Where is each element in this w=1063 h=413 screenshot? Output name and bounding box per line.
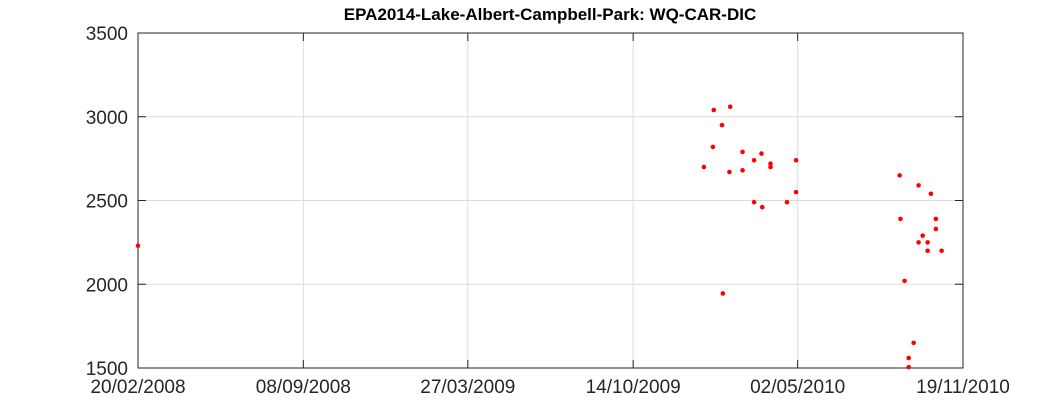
data-point: [916, 240, 921, 245]
y-tick-label: 3000: [86, 108, 128, 129]
data-point: [925, 248, 930, 254]
y-tick-label: 1500: [86, 359, 128, 380]
data-point: [711, 107, 717, 113]
data-point: [760, 204, 765, 210]
data-point: [135, 243, 141, 249]
x-tick-label: 27/03/2009: [420, 377, 515, 398]
grid: [137, 32, 964, 369]
data-point: [897, 173, 902, 178]
data-point: [793, 158, 799, 163]
data-point: [759, 151, 764, 156]
data-point: [727, 104, 733, 109]
data-point: [768, 164, 773, 170]
data-points: [135, 104, 944, 370]
data-point: [720, 291, 726, 296]
data-point: [916, 183, 921, 188]
data-point: [784, 199, 790, 205]
data-point: [727, 169, 732, 175]
y-tick-label: 2500: [86, 192, 128, 213]
data-point: [925, 240, 930, 245]
data-point: [751, 199, 757, 205]
x-tick-label: 08/09/2008: [256, 377, 351, 398]
data-point: [911, 340, 916, 346]
data-point: [768, 161, 773, 166]
axes: 20/02/2008 08/09/2008 27/03/2009 14/10/2009…: [86, 24, 1010, 398]
data-point: [751, 158, 757, 163]
data-point: [902, 278, 907, 284]
data-point: [928, 191, 934, 197]
data-point: [933, 216, 939, 222]
x-tick-label: 02/05/2010: [750, 377, 845, 398]
data-point: [906, 355, 912, 361]
data-point: [939, 248, 944, 254]
x-tick-label: 19/11/2010: [916, 377, 1010, 398]
data-point: [719, 122, 725, 128]
data-point: [920, 233, 925, 238]
data-point: [898, 216, 903, 222]
y-tick-label: 3500: [86, 24, 128, 45]
data-point: [710, 144, 716, 150]
data-point: [740, 168, 745, 173]
chart-title: EPA2014-Lake-Albert-Campbell-Park: WQ-CA…: [343, 5, 757, 24]
data-point: [933, 226, 939, 232]
x-tick-label: 20/02/2008: [90, 377, 185, 398]
data-point: [793, 189, 799, 195]
x-tick-label: 14/10/2009: [586, 377, 681, 398]
data-point: [701, 164, 707, 170]
data-point: [740, 149, 745, 155]
y-tick-label: 2000: [86, 275, 128, 296]
data-point: [906, 364, 912, 370]
